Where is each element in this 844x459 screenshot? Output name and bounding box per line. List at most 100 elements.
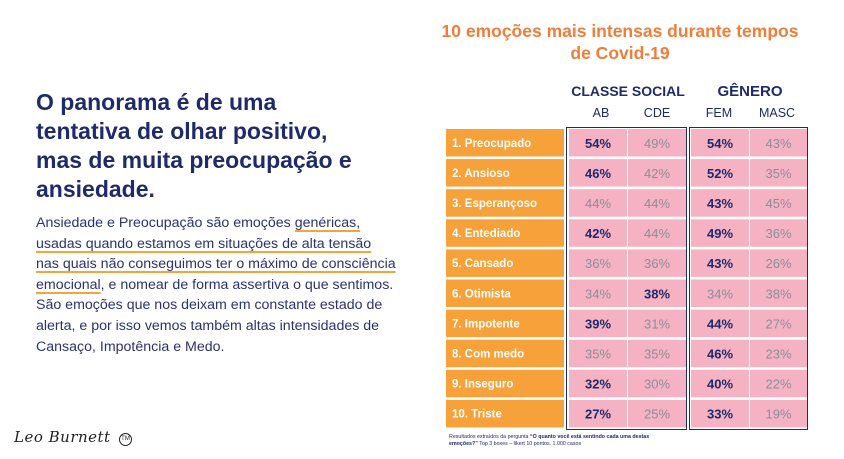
cell-value-10-ab: 27% <box>585 407 611 422</box>
cell-bg-8-cde <box>628 339 686 368</box>
row-label-bg-3 <box>446 189 564 217</box>
cell-value-2-fem: 52% <box>707 166 733 181</box>
cell-bg-10-cde <box>628 399 686 428</box>
cell-bg-6-cde <box>628 279 686 307</box>
cell-value-7-fem: 44% <box>707 316 733 331</box>
cell-value-4-fem: 49% <box>707 226 733 241</box>
row-label-5: 5. Cansado <box>452 258 513 270</box>
cell-value-9-ab: 32% <box>585 377 611 392</box>
cell-bg-1-ab <box>569 129 627 157</box>
row-label-bg-10 <box>446 399 564 428</box>
cell-bg-3-fem <box>691 189 749 217</box>
row-label-1: 1. Preocupado <box>452 138 531 150</box>
cell-bg-7-ab <box>569 309 627 338</box>
footnote-question: “O quanto você está sentindo cada uma de… <box>449 434 650 447</box>
footnote-suffix: Top 3 boxes – likert 10 pontos. 1.000 ca… <box>477 441 582 447</box>
cell-value-7-masc: 27% <box>765 316 791 331</box>
cell-bg-4-masc <box>750 219 807 247</box>
cell-value-3-fem: 43% <box>707 196 733 211</box>
cell-value-4-cde: 44% <box>644 226 670 241</box>
chart-title: 10 emoções mais intensas durante tempos … <box>441 21 799 63</box>
cell-bg-3-masc <box>750 189 807 217</box>
cell-value-1-cde: 49% <box>644 136 670 151</box>
group-title-classe-social: CLASSE SOCIAL <box>571 83 685 99</box>
cell-value-8-masc: 23% <box>765 346 791 361</box>
cell-value-4-ab: 42% <box>585 226 611 241</box>
footnote: Resultados extraídos da pergunta “O quan… <box>449 434 669 448</box>
body-text-rest: , e nomear de forma assertiva o que sent… <box>36 276 394 355</box>
footnote-prefix: Resultados extraídos da pergunta <box>449 434 530 440</box>
row-label-7: 7. Impotente <box>452 318 520 330</box>
row-label-bg-7 <box>446 309 564 338</box>
cell-bg-3-cde <box>628 189 686 217</box>
row-label-9: 9. Inseguro <box>452 379 513 391</box>
leo-burnett-logo: Leo Burnett <box>14 428 111 446</box>
body-text-intro: Ansiedade e Preocupação são emoções <box>36 215 295 231</box>
page-headline: O panorama é de uma tentativa de olhar p… <box>36 89 352 202</box>
cell-bg-5-cde <box>628 249 686 277</box>
cell-bg-5-masc <box>750 249 807 277</box>
column-header-cde: CDE <box>643 106 671 120</box>
cell-value-9-cde: 30% <box>644 377 670 392</box>
cell-value-1-ab: 54% <box>585 136 611 151</box>
row-label-bg-5 <box>446 249 564 277</box>
cell-bg-5-fem <box>691 249 749 277</box>
row-label-bg-6 <box>446 279 564 307</box>
cell-value-1-fem: 54% <box>707 136 733 151</box>
cell-value-8-cde: 35% <box>644 346 670 361</box>
cell-value-6-ab: 34% <box>585 286 611 301</box>
cell-bg-2-masc <box>750 159 807 187</box>
row-label-2: 2. Ansioso <box>452 168 510 180</box>
cell-bg-9-cde <box>628 369 686 398</box>
cell-bg-9-ab <box>569 369 627 398</box>
cell-value-7-cde: 31% <box>644 316 670 331</box>
row-label-bg-8 <box>446 339 564 368</box>
column-header-fem: FEM <box>705 106 733 120</box>
cell-bg-9-fem <box>691 369 749 398</box>
cell-bg-6-masc <box>750 279 807 307</box>
cell-bg-10-fem <box>691 399 749 428</box>
cell-value-7-ab: 39% <box>585 316 611 331</box>
genero-frame <box>689 127 808 430</box>
row-label-bg-1 <box>446 129 564 157</box>
cell-bg-10-masc <box>750 399 807 428</box>
cell-bg-2-ab <box>569 159 627 187</box>
cell-value-5-ab: 36% <box>585 256 611 271</box>
cell-bg-3-ab <box>569 189 627 217</box>
row-label-10: 10. Triste <box>452 409 502 421</box>
row-label-bg-2 <box>446 159 564 187</box>
row-label-4: 4. Entediado <box>452 228 520 240</box>
cell-bg-6-fem <box>691 279 749 307</box>
cell-value-3-cde: 44% <box>644 196 670 211</box>
cell-value-8-ab: 35% <box>585 346 611 361</box>
cell-bg-5-ab <box>569 249 627 277</box>
cell-bg-4-fem <box>691 219 749 247</box>
cell-value-10-fem: 33% <box>707 407 733 422</box>
row-label-3: 3. Esperançoso <box>452 198 537 210</box>
classe-social-frame <box>566 127 687 430</box>
cell-value-10-masc: 19% <box>765 407 791 422</box>
column-header-masc: MASC <box>758 106 796 120</box>
cell-bg-1-masc <box>750 129 807 157</box>
cell-value-3-masc: 45% <box>765 196 791 211</box>
cell-value-6-cde: 38% <box>644 286 670 301</box>
cell-value-8-fem: 46% <box>707 346 733 361</box>
row-label-bg-4 <box>446 219 564 247</box>
cell-value-10-cde: 25% <box>644 407 670 422</box>
group-title-genero: GÊNERO <box>717 83 783 100</box>
row-label-bg-9 <box>446 369 564 398</box>
cell-value-9-masc: 22% <box>765 377 791 392</box>
cell-value-9-fem: 40% <box>707 377 733 392</box>
cell-value-5-cde: 36% <box>644 256 670 271</box>
cell-bg-7-fem <box>691 309 749 338</box>
cell-value-5-masc: 26% <box>765 256 791 271</box>
cell-value-5-fem: 43% <box>707 256 733 271</box>
column-header-ab: AB <box>592 106 610 120</box>
cell-bg-8-fem <box>691 339 749 368</box>
cell-value-2-cde: 42% <box>644 166 670 181</box>
cell-value-2-ab: 46% <box>585 166 611 181</box>
cell-value-2-masc: 35% <box>765 166 791 181</box>
row-label-6: 6. Otimista <box>452 288 511 300</box>
row-label-8: 8. Com medo <box>452 348 524 360</box>
